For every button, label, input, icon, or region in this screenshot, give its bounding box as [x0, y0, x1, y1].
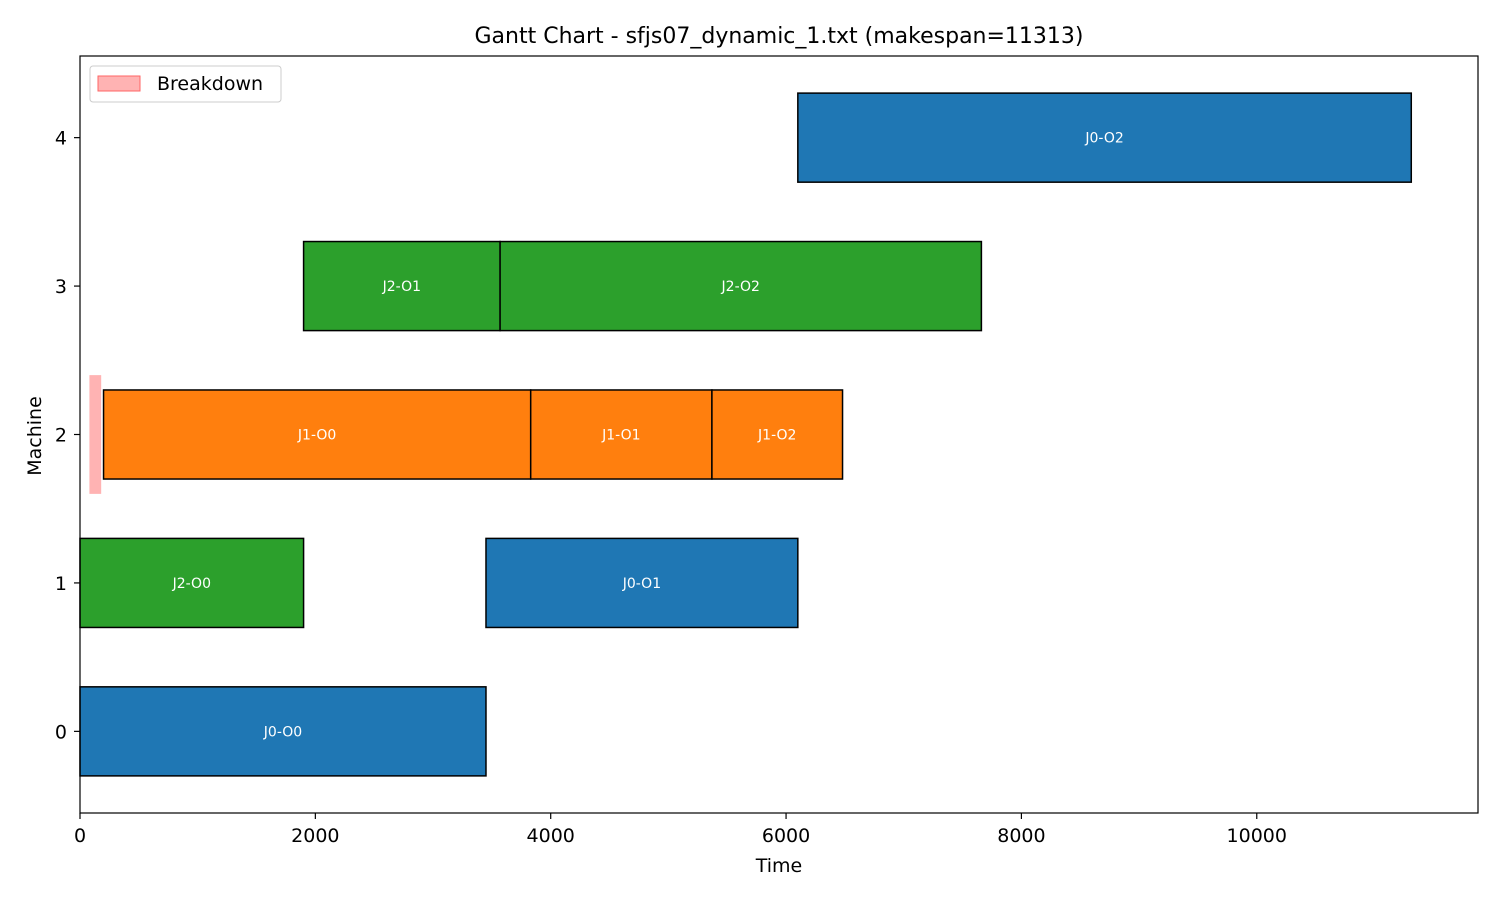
y-tick-label: 0	[55, 721, 67, 743]
legend-box	[89, 65, 282, 103]
operation-bar	[102, 389, 532, 480]
chart-title: Gantt Chart - sfjs07_dynamic_1.txt (make…	[474, 24, 1083, 49]
y-tick-label: 1	[55, 573, 67, 595]
y-axis-label: Machine	[24, 396, 46, 476]
operation-bar	[79, 686, 487, 777]
operation-label: J0-O0	[263, 724, 302, 740]
operation-bar	[485, 537, 799, 629]
operation-bar	[797, 92, 1413, 183]
operation-label: J1-O2	[757, 428, 796, 444]
operation-bar	[499, 240, 983, 332]
breakdown-layer	[89, 375, 102, 494]
operation-bar	[529, 389, 713, 480]
y-axis: 0 1 2 3 4	[55, 128, 80, 743]
x-tick-label: 0	[74, 825, 86, 847]
y-tick-label: 2	[55, 425, 67, 447]
y-tick-label: 3	[55, 276, 67, 298]
operation-bar	[79, 537, 305, 629]
x-tick-label: 6000	[762, 825, 810, 847]
legend-swatch-breakdown	[97, 75, 141, 92]
operation-label: J0-O2	[1084, 131, 1123, 147]
y-tick-label: 4	[55, 128, 67, 150]
operation-label: J2-O0	[172, 576, 211, 592]
operation-bar	[302, 240, 501, 332]
bars-layer: J0-O0 J2-O0 J0-O1 J1-O0 J1-O1 J1-O2 J2-O1 J2-O2…	[79, 92, 1413, 777]
operation-label: J1-O1	[601, 428, 640, 444]
x-axis: 0 2000 4000 6000 8000 10000	[74, 813, 1287, 847]
x-tick-label: 2000	[291, 825, 339, 847]
x-tick-label: 4000	[527, 825, 575, 847]
breakdown-bar	[89, 375, 102, 494]
x-axis-label: Time	[755, 855, 803, 877]
operation-label: J2-O2	[721, 279, 760, 295]
legend-label-breakdown: Breakdown	[157, 73, 263, 95]
operation-label: J2-O1	[382, 279, 421, 295]
operation-bar	[711, 389, 844, 480]
legend: Breakdown	[89, 65, 282, 103]
x-tick-label: 8000	[997, 825, 1045, 847]
operation-label: J0-O1	[622, 576, 661, 592]
x-tick-label: 10000	[1227, 825, 1287, 847]
operation-label: J1-O0	[297, 428, 336, 444]
